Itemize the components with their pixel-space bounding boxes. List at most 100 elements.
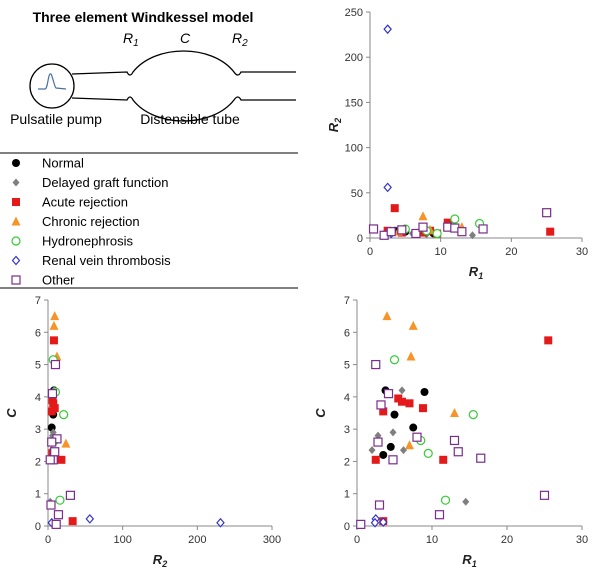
data-point bbox=[368, 446, 376, 455]
legend-label: Delayed graft function bbox=[42, 175, 168, 190]
pump-circle bbox=[29, 63, 75, 109]
y-tick-label: 3 bbox=[35, 424, 41, 436]
x-tick-label: 10 bbox=[435, 246, 447, 258]
data-point bbox=[388, 455, 398, 465]
x-tick-label: 10 bbox=[426, 534, 438, 546]
data-point bbox=[49, 399, 58, 408]
x-tick-label: 0 bbox=[354, 534, 360, 546]
legend-label: Hydronephrosis bbox=[42, 234, 134, 249]
legend-item: Chronic rejection bbox=[11, 214, 140, 229]
data-point bbox=[371, 359, 381, 370]
data-point bbox=[453, 447, 463, 457]
data-point bbox=[468, 231, 476, 240]
data-point bbox=[439, 455, 448, 464]
y-tick-label: 250 bbox=[345, 7, 363, 19]
data-point bbox=[432, 228, 442, 239]
data-point bbox=[49, 336, 58, 345]
series-delayed-graft-function bbox=[368, 386, 470, 506]
x-tick-label: 30 bbox=[576, 534, 588, 546]
data-point bbox=[389, 355, 400, 365]
diagram-title: Three element Windkessel model bbox=[33, 9, 254, 25]
data-point bbox=[412, 432, 422, 442]
data-point bbox=[411, 228, 421, 239]
data-point bbox=[59, 410, 69, 420]
x-tick-label: 20 bbox=[505, 246, 517, 258]
legend-marker bbox=[11, 216, 21, 226]
data-point bbox=[216, 517, 225, 528]
data-point bbox=[544, 336, 553, 345]
y-tick-label: 6 bbox=[35, 327, 41, 339]
y-tick-label: 7 bbox=[344, 295, 350, 307]
data-point bbox=[383, 24, 392, 35]
y-tick-label: 4 bbox=[344, 392, 350, 404]
legend-marker bbox=[12, 159, 20, 167]
pulse-waveform-icon bbox=[38, 73, 67, 90]
data-point bbox=[68, 517, 77, 526]
data-point bbox=[450, 408, 459, 417]
data-point bbox=[386, 227, 396, 237]
legend-marker bbox=[12, 198, 20, 206]
data-point bbox=[47, 437, 57, 447]
data-point bbox=[53, 510, 64, 520]
data-point bbox=[405, 440, 414, 450]
chart-r1_vs_c: 0 1 2 3 4 5 6 7 0 10 20 30 R1 C bbox=[313, 295, 588, 569]
data-point bbox=[373, 437, 383, 447]
series-other bbox=[45, 359, 76, 529]
data-point bbox=[389, 428, 397, 437]
c-label: C bbox=[180, 30, 191, 46]
series-other bbox=[356, 359, 550, 529]
data-point bbox=[542, 208, 552, 218]
data-point bbox=[57, 455, 66, 464]
r1-label-main: R bbox=[123, 30, 133, 46]
data-point bbox=[440, 495, 451, 505]
chart-r2_vs_c: 0 1 2 3 4 5 6 7 0 100 200 300 R2 C bbox=[4, 295, 281, 569]
x-tick-label: 20 bbox=[501, 534, 513, 546]
data-point bbox=[386, 442, 395, 451]
r2-label-main: R bbox=[232, 30, 242, 46]
data-point bbox=[46, 500, 56, 510]
data-point bbox=[49, 320, 59, 330]
data-point bbox=[50, 404, 59, 413]
y-tick-label: 5 bbox=[344, 360, 350, 372]
data-point bbox=[379, 407, 388, 416]
data-point bbox=[383, 182, 392, 193]
data-point bbox=[50, 447, 60, 457]
data-point bbox=[398, 397, 406, 406]
series-other bbox=[368, 208, 552, 240]
legend-label: Normal bbox=[42, 156, 84, 171]
data-point bbox=[450, 214, 460, 224]
r2-label-sub: 2 bbox=[241, 38, 248, 49]
legend-marker bbox=[11, 275, 21, 285]
data-point bbox=[368, 224, 379, 234]
tube-label: Distensible tube bbox=[140, 111, 240, 127]
data-point bbox=[419, 404, 427, 413]
data-point bbox=[382, 311, 392, 321]
data-point bbox=[85, 513, 95, 524]
y-tick-label: 0 bbox=[357, 233, 363, 245]
r2-label: R2 bbox=[232, 30, 248, 49]
y-tick-label: 0 bbox=[344, 521, 350, 533]
data-point bbox=[468, 410, 478, 420]
y-tick-label: 1 bbox=[344, 489, 350, 501]
y-axis-label: R2 bbox=[326, 118, 343, 132]
data-point bbox=[418, 222, 428, 232]
windkessel-diagram: Three element Windkessel model R1 C R2 P… bbox=[10, 9, 296, 127]
data-point bbox=[45, 455, 55, 465]
data-point bbox=[398, 386, 406, 395]
legend-label: Renal vein thrombosis bbox=[42, 253, 171, 268]
x-tick-label: 0 bbox=[367, 246, 373, 258]
data-point bbox=[379, 450, 388, 459]
data-point bbox=[356, 519, 366, 529]
legend-marker bbox=[12, 178, 20, 187]
data-point bbox=[478, 224, 488, 234]
x-tick-label: 300 bbox=[263, 534, 281, 546]
x-tick-label: 100 bbox=[113, 534, 131, 546]
data-point bbox=[539, 490, 550, 500]
data-point bbox=[418, 211, 428, 221]
data-point bbox=[409, 423, 418, 432]
series-acute-rejection bbox=[371, 336, 553, 526]
y-tick-label: 3 bbox=[344, 424, 350, 436]
data-point bbox=[61, 438, 71, 448]
